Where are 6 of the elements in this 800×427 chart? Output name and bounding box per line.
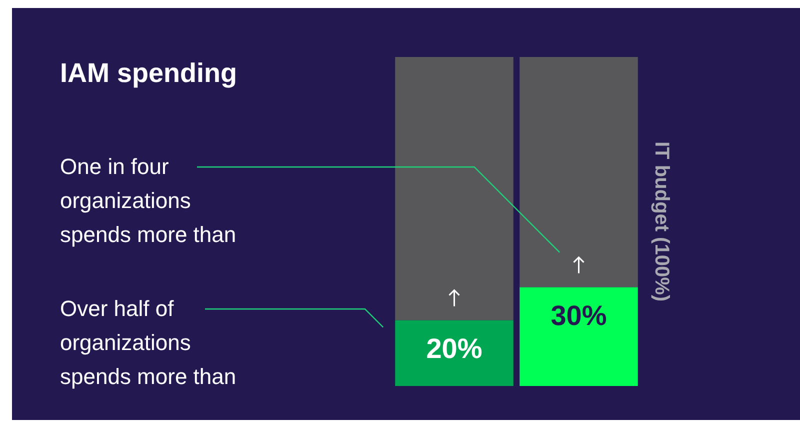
data-label: 20% xyxy=(426,332,482,364)
data-label: 30% xyxy=(550,300,607,332)
text: One in four organizations spends more than xyxy=(60,153,238,249)
text: IAM spending xyxy=(60,58,237,89)
y-axis-title: IT budget (100%) xyxy=(650,141,672,302)
text: Over half of organizations spends more than xyxy=(60,295,238,391)
